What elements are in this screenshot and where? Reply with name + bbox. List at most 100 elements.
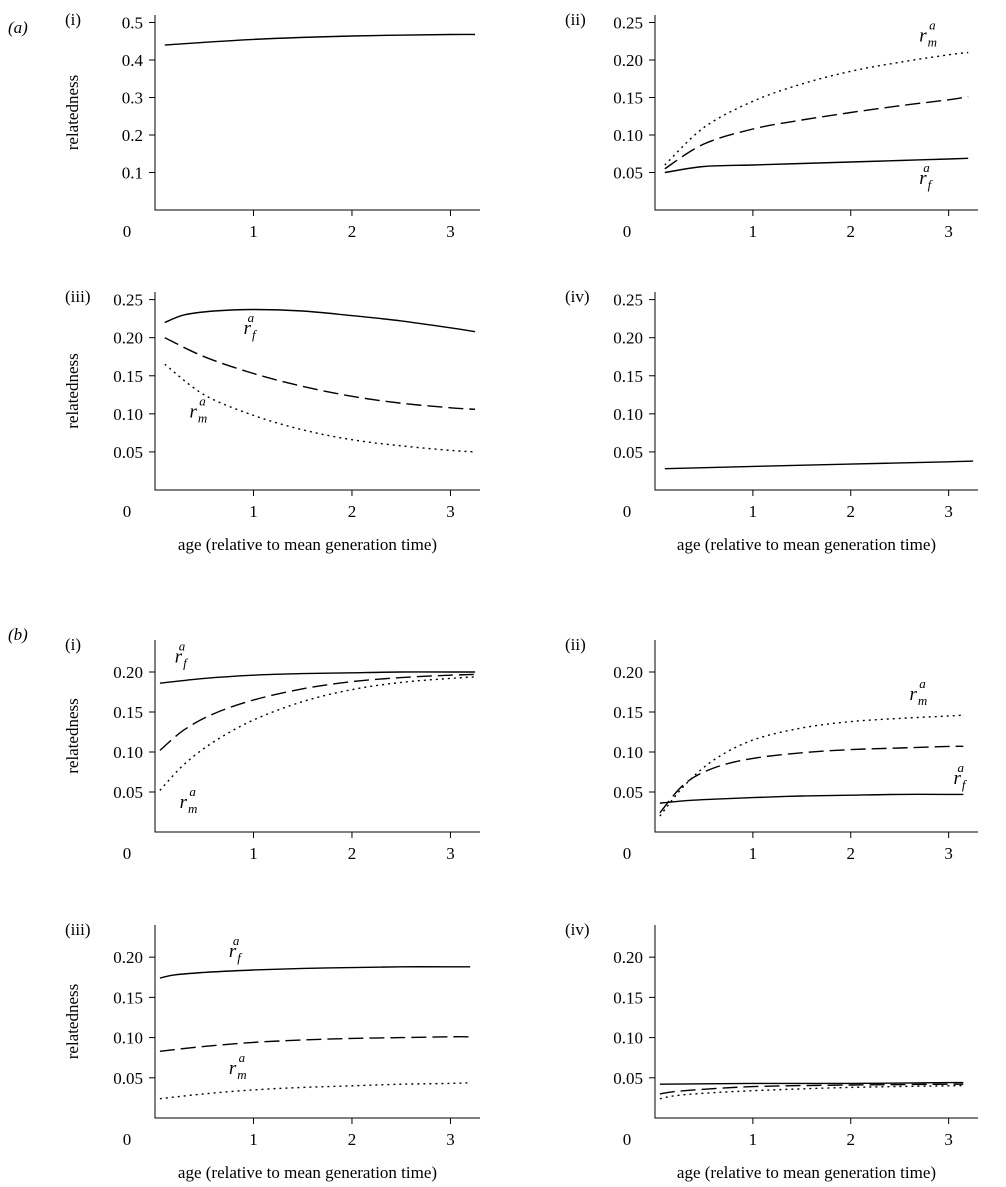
series-line-dotted bbox=[659, 714, 964, 817]
series-annotation: rma bbox=[189, 394, 207, 426]
series-line-solid bbox=[164, 308, 476, 333]
x-axis-label: age (relative to mean generation time) bbox=[677, 535, 936, 554]
y-tick-label: 0.05 bbox=[113, 1069, 143, 1088]
x-tick-label: 3 bbox=[446, 1130, 455, 1149]
series-line-dashed bbox=[159, 1036, 471, 1052]
x-tick-label: 1 bbox=[749, 1130, 758, 1149]
x-tick-label: 3 bbox=[944, 1130, 953, 1149]
x-tick-label: 3 bbox=[446, 502, 455, 521]
chart-panel: (i) 0.1 0.2 0.3 0.4 0.5 0 1 2 3 relatedness bbox=[63, 10, 480, 241]
axis-lines bbox=[154, 292, 480, 491]
series-annotation: rma bbox=[229, 1050, 247, 1082]
y-tick-label: 0.20 bbox=[113, 663, 143, 682]
x-tick-label: 1 bbox=[749, 844, 758, 863]
x-tick-label: 1 bbox=[749, 222, 758, 241]
y-tick-label: 0.10 bbox=[113, 1029, 143, 1048]
y-tick-label: 0.20 bbox=[613, 663, 643, 682]
axis-lines bbox=[654, 640, 978, 833]
y-tick-label: 0.20 bbox=[113, 948, 143, 967]
chart-panel: (i) 0.05 0.10 0.15 0.20 0 1 2 3 relatedness rfa rma bbox=[63, 635, 480, 863]
panel-label: (iv) bbox=[565, 920, 590, 939]
series-line-solid bbox=[664, 157, 969, 174]
x-tick-label: 1 bbox=[249, 844, 258, 863]
y-tick-label: 0.25 bbox=[113, 291, 143, 310]
chart-panel: (iv) 0.05 0.10 0.15 0.20 0.25 0 1 2 3 age (relativ… bbox=[565, 287, 978, 554]
chart-panel: (ii) 0.05 0.10 0.15 0.20 0.25 0 1 2 3 rma rfa bbox=[565, 10, 978, 241]
x-tick-label: 0 bbox=[123, 222, 132, 241]
axis-lines bbox=[154, 15, 480, 211]
x-tick-label: 3 bbox=[944, 502, 953, 521]
x-tick-label: 1 bbox=[249, 502, 258, 521]
series-annotation: rma bbox=[180, 784, 198, 816]
panel-label: (iii) bbox=[65, 920, 91, 939]
y-tick-label: 0.05 bbox=[613, 443, 643, 462]
y-tick-label: 0.25 bbox=[613, 14, 643, 33]
y-tick-label: 0.20 bbox=[613, 948, 643, 967]
y-tick-label: 0.20 bbox=[113, 329, 143, 348]
series-annotation: rfa bbox=[244, 310, 258, 342]
y-tick-label: 0.10 bbox=[613, 1029, 643, 1048]
y-tick-label: 0.05 bbox=[613, 164, 643, 183]
x-tick-label: 2 bbox=[847, 502, 856, 521]
y-tick-label: 0.10 bbox=[113, 405, 143, 424]
group-label-b: (b) bbox=[8, 625, 28, 644]
series-line-dotted bbox=[159, 676, 476, 791]
panel-label: (iv) bbox=[565, 287, 590, 306]
x-tick-label: 2 bbox=[847, 222, 856, 241]
y-tick-label: 0.5 bbox=[122, 14, 143, 33]
y-tick-label: 0.20 bbox=[613, 51, 643, 70]
series-line-solid bbox=[664, 460, 974, 470]
y-tick-label: 0.10 bbox=[613, 126, 643, 145]
series-line-dotted bbox=[159, 1081, 471, 1100]
chart-panel: (iv) 0.05 0.10 0.15 0.20 0 1 2 3 age (relative to… bbox=[565, 920, 978, 1182]
chart-panel: (iii) 0.05 0.10 0.15 0.20 0 1 2 3 relatedness age … bbox=[63, 920, 480, 1182]
series-line-dashed bbox=[164, 337, 476, 410]
y-tick-label: 0.1 bbox=[122, 164, 143, 183]
panel-label: (ii) bbox=[565, 10, 586, 29]
y-tick-label: 0.05 bbox=[613, 783, 643, 802]
series-annotation: rfa bbox=[229, 933, 243, 965]
chart-panel: (ii) 0.05 0.10 0.15 0.20 0 1 2 3 rma rfa bbox=[565, 635, 978, 863]
axis-lines bbox=[154, 640, 480, 833]
x-tick-label: 0 bbox=[123, 1130, 132, 1149]
series-line-solid bbox=[159, 966, 471, 979]
series-line-solid bbox=[659, 793, 964, 804]
y-axis-label: relatedness bbox=[63, 353, 82, 429]
x-tick-label: 3 bbox=[944, 844, 953, 863]
y-axis-label: relatedness bbox=[63, 75, 82, 151]
y-tick-label: 0.25 bbox=[613, 291, 643, 310]
x-tick-label: 0 bbox=[623, 502, 632, 521]
x-axis-label: age (relative to mean generation time) bbox=[677, 1163, 936, 1182]
panel-label: (i) bbox=[65, 635, 81, 654]
panel-label: (ii) bbox=[565, 635, 586, 654]
x-tick-label: 0 bbox=[123, 844, 132, 863]
chart-panel: (iii) 0.05 0.10 0.15 0.20 0.25 0 1 2 3 relatedness… bbox=[63, 287, 480, 554]
y-tick-label: 0.3 bbox=[122, 89, 143, 108]
series-line-dashed bbox=[664, 96, 969, 170]
x-tick-label: 2 bbox=[348, 844, 357, 863]
x-tick-label: 0 bbox=[623, 222, 632, 241]
y-tick-label: 0.15 bbox=[613, 89, 643, 108]
y-tick-label: 0.05 bbox=[613, 1069, 643, 1088]
series-annotation: rfa bbox=[954, 760, 968, 792]
x-tick-label: 2 bbox=[847, 844, 856, 863]
panels: (i) 0.1 0.2 0.3 0.4 0.5 0 1 2 3 relatedness (ii) 0.0… bbox=[63, 10, 978, 1182]
series-line-dotted bbox=[664, 51, 969, 166]
x-tick-label: 2 bbox=[348, 1130, 357, 1149]
x-tick-label: 0 bbox=[623, 1130, 632, 1149]
y-tick-label: 0.15 bbox=[113, 703, 143, 722]
panel-label: (i) bbox=[65, 10, 81, 29]
x-axis-label: age (relative to mean generation time) bbox=[178, 1163, 437, 1182]
series-annotation: rma bbox=[909, 676, 927, 708]
y-tick-label: 0.15 bbox=[113, 367, 143, 386]
series-line-dotted bbox=[164, 363, 476, 453]
x-tick-label: 0 bbox=[623, 844, 632, 863]
x-tick-label: 2 bbox=[348, 222, 357, 241]
x-axis-label: age (relative to mean generation time) bbox=[178, 535, 437, 554]
panel-label: (iii) bbox=[65, 287, 91, 306]
x-tick-label: 1 bbox=[749, 502, 758, 521]
series-line-dashed bbox=[659, 1083, 964, 1095]
series-annotation: rma bbox=[919, 17, 937, 49]
series-line-dashed bbox=[159, 673, 476, 751]
